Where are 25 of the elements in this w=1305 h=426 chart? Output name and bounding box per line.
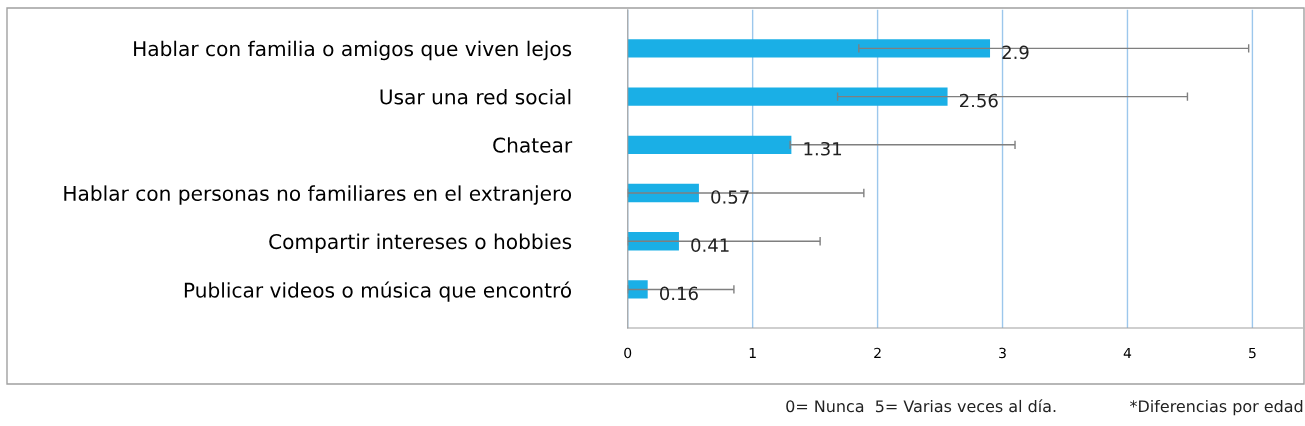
x-tick-label: 0	[624, 347, 632, 359]
data-label: 2.56	[959, 93, 998, 108]
bar	[627, 280, 648, 299]
y-tick-label: Chatear	[493, 137, 573, 153]
text: 0= Nunca 5= Varias veces al día.	[786, 399, 1056, 413]
y-tick-label: Hablar con personas no familiares en el extranjero	[64, 185, 572, 205]
y-tick-label: Publicar videos o música que encontró	[184, 281, 572, 302]
data-label: 0.57	[711, 190, 749, 204]
x-tick-label: 5	[1249, 347, 1256, 359]
x-tick-label: 3	[999, 347, 1006, 359]
y-tick-label: Usar una red social	[380, 88, 571, 105]
x-tick-label: 1	[749, 347, 756, 359]
data-label: 1.31	[804, 141, 842, 156]
data-label: 2.9	[1002, 45, 1029, 60]
bar	[627, 135, 792, 154]
bar	[627, 87, 948, 106]
x-tick-label: 2	[874, 347, 881, 359]
x-tick-label: 4	[1123, 347, 1132, 359]
bar	[627, 232, 679, 251]
bar	[627, 39, 991, 58]
text: *Diferencias por edad	[1129, 399, 1303, 416]
data-label: 0.16	[660, 286, 698, 301]
y-tick-label: Compartir intereses o hobbies	[269, 233, 572, 254]
data-label: 0.41	[691, 238, 729, 253]
y-tick-label: Hablar con familia o amigos que viven lejos	[134, 40, 572, 61]
